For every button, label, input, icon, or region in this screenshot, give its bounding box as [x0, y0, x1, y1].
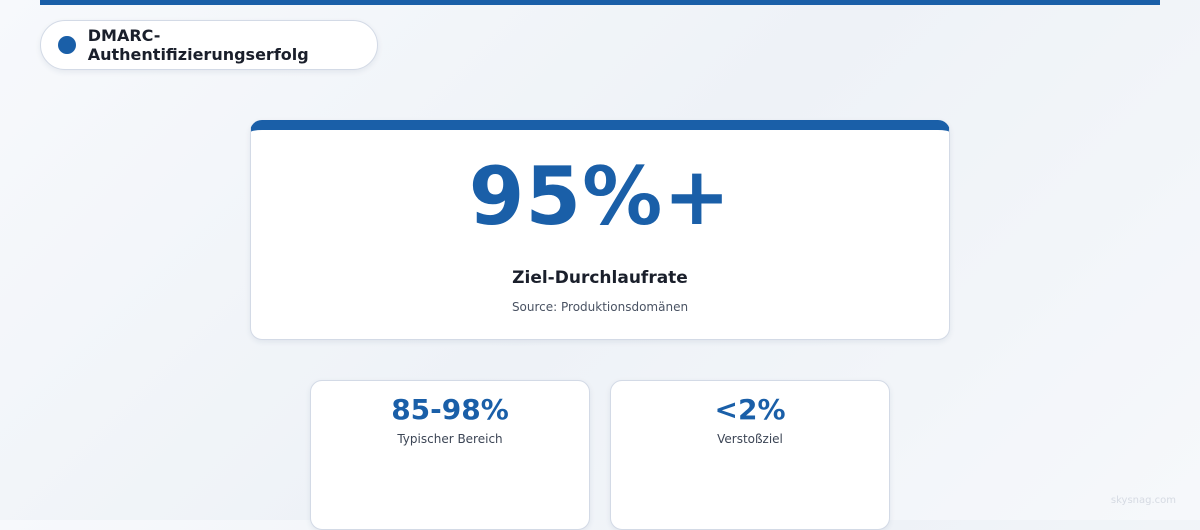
stat-label: Typischer Bereich — [397, 432, 503, 446]
badge-dot — [58, 36, 76, 54]
top-bar — [40, 0, 1160, 5]
hero-value: 95%+ — [468, 150, 732, 243]
badge-label: DMARC-Authentifizierungserfolg — [87, 26, 309, 64]
hero-source: Source: Produktionsdomänen — [511, 300, 689, 314]
stat-value: <2% — [714, 393, 786, 426]
badge: DMARC-Authentifizierungserfolg — [40, 20, 378, 70]
hero-label: Ziel-Durchlaufrate — [512, 268, 688, 288]
stat-card: <2% Verstoßziel — [610, 380, 890, 530]
hero-card: 95%+ Ziel-Durchlaufrate Source: Produkti… — [250, 120, 950, 340]
stat-label: Verstoßziel — [717, 432, 783, 446]
stat-value: 85-98% — [391, 393, 509, 426]
watermark: skysnag.com — [1110, 495, 1176, 506]
stat-card: 85-98% Typischer Bereich — [310, 380, 590, 530]
